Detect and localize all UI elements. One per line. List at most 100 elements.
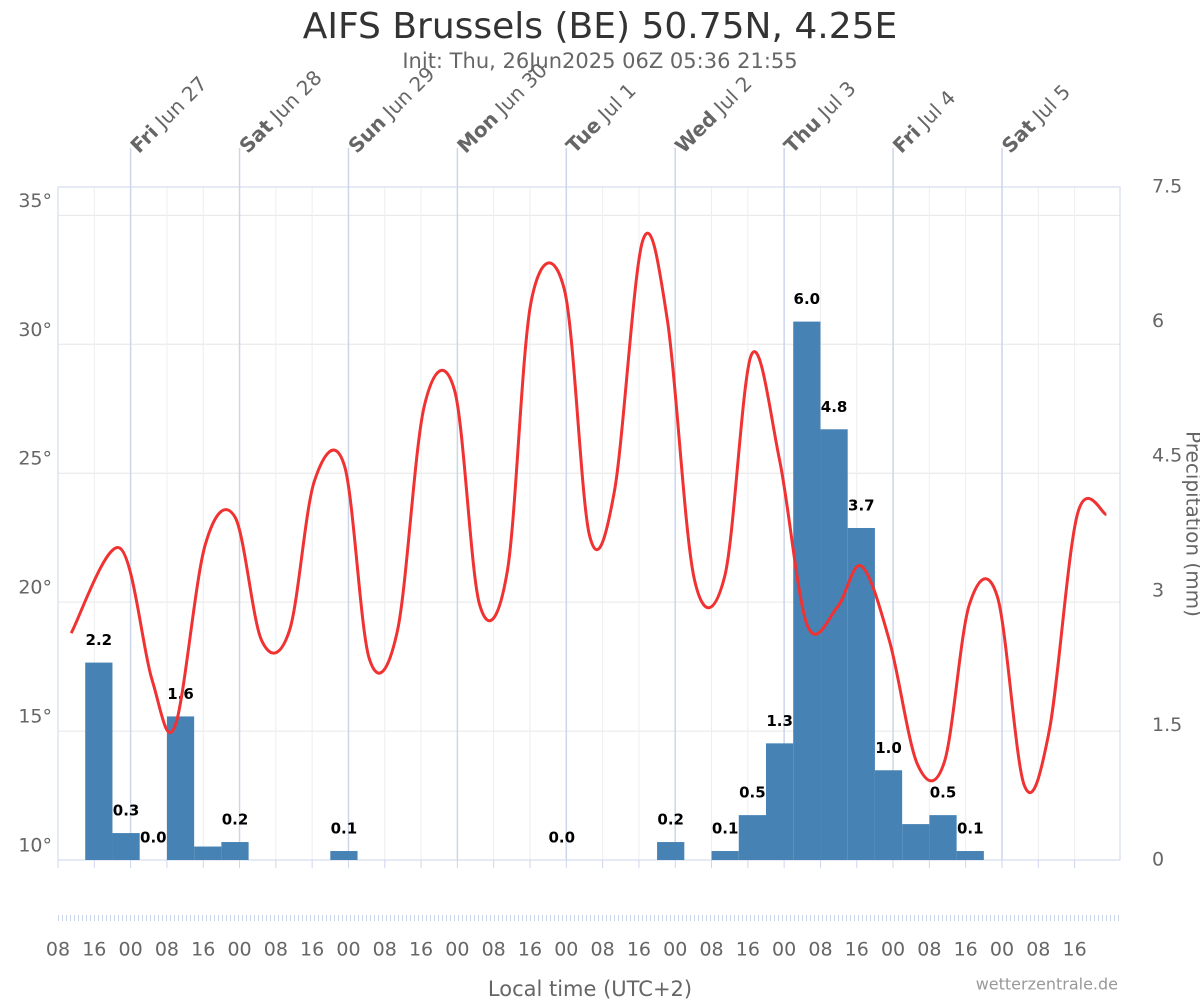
day-label: TueJul 1 bbox=[561, 78, 641, 158]
x-tick-label: 16 bbox=[954, 939, 978, 961]
x-tick-label: 00 bbox=[336, 939, 360, 961]
data-label: 0.0 bbox=[548, 829, 575, 847]
x-tick-label: 08 bbox=[482, 939, 506, 961]
x-tick-label: 16 bbox=[191, 939, 215, 961]
x-tick-label: 16 bbox=[82, 939, 106, 961]
precip-bar bbox=[167, 716, 194, 860]
chart-subtitle: Init: Thu, 26Jun2025 06Z 05:36 21:55 bbox=[402, 49, 797, 73]
weekday: Mon bbox=[452, 107, 503, 158]
data-label: 0.1 bbox=[331, 820, 358, 838]
date: Jun 28 bbox=[263, 65, 326, 128]
precip-bar bbox=[793, 322, 820, 860]
date: Jul 4 bbox=[911, 85, 960, 134]
precip-bar bbox=[194, 847, 221, 860]
precip-bar bbox=[957, 851, 984, 860]
data-label: 0.1 bbox=[712, 820, 739, 838]
x-tick-label: 08 bbox=[1026, 939, 1050, 961]
data-label: 0.5 bbox=[739, 784, 766, 802]
x-axis-label: Local time (UTC+2) bbox=[488, 977, 692, 1000]
x-tick-label: 08 bbox=[591, 939, 615, 961]
chart-title: AIFS Brussels (BE) 50.75N, 4.25E bbox=[303, 6, 898, 47]
precip-bar bbox=[112, 833, 139, 860]
x-tick-label: 16 bbox=[845, 939, 869, 961]
x-tick-label: 08 bbox=[264, 939, 288, 961]
x-tick-label: 00 bbox=[445, 939, 469, 961]
x-tick-label: 00 bbox=[663, 939, 687, 961]
precip-bar bbox=[902, 824, 929, 860]
data-label: 0.2 bbox=[222, 811, 249, 829]
x-tick-label: 16 bbox=[409, 939, 433, 961]
y-tick-label: 25° bbox=[18, 448, 52, 470]
day-label: SunJun 29 bbox=[343, 61, 439, 157]
data-label: 0.3 bbox=[113, 802, 140, 820]
data-label: 1.3 bbox=[766, 712, 793, 730]
y-tick-label: 10° bbox=[18, 835, 52, 857]
day-label: FriJul 4 bbox=[888, 85, 960, 157]
precip-bar bbox=[875, 770, 902, 860]
weekday: Tue bbox=[561, 113, 606, 158]
y2-tick-label: 4.5 bbox=[1152, 445, 1182, 467]
weekday: Sat bbox=[996, 114, 1040, 158]
precip-bar bbox=[712, 851, 739, 860]
precip-bar bbox=[657, 842, 684, 860]
data-label: 1.0 bbox=[875, 739, 902, 757]
plot-frame bbox=[58, 187, 1120, 860]
day-label: SatJul 5 bbox=[996, 79, 1074, 157]
precip-bar bbox=[929, 815, 956, 860]
date: Jul 2 bbox=[707, 71, 756, 120]
data-label: 4.8 bbox=[821, 398, 848, 416]
y2-tick-label: 1.5 bbox=[1152, 714, 1182, 736]
precip-bar bbox=[766, 743, 793, 860]
precip-bar bbox=[221, 842, 248, 860]
data-label: 0.5 bbox=[930, 784, 957, 802]
y2-axis-label: Precipitation (mm) bbox=[1182, 431, 1200, 617]
y-tick-label: 30° bbox=[18, 319, 52, 341]
x-tick-label: 00 bbox=[772, 939, 796, 961]
x-tick-label: 00 bbox=[119, 939, 143, 961]
y2-tick-label: 0 bbox=[1152, 849, 1164, 871]
y-tick-label: 20° bbox=[18, 577, 52, 599]
x-tick-label: 16 bbox=[1063, 939, 1087, 961]
date: Jul 3 bbox=[811, 76, 860, 125]
data-label: 3.7 bbox=[848, 496, 875, 514]
weekday: Sun bbox=[343, 110, 390, 157]
x-tick-label: 08 bbox=[46, 939, 70, 961]
x-tick-label: 16 bbox=[300, 939, 324, 961]
x-tick-label: 16 bbox=[627, 939, 651, 961]
day-label: ThuJul 3 bbox=[779, 76, 861, 158]
x-tick-label: 08 bbox=[155, 939, 179, 961]
y-tick-label: 15° bbox=[18, 706, 52, 728]
data-label: 0.1 bbox=[957, 820, 984, 838]
day-label: SatJun 28 bbox=[234, 65, 326, 157]
temperature-line bbox=[71, 233, 1106, 792]
precip-bar bbox=[330, 851, 357, 860]
x-tick-label: 16 bbox=[518, 939, 542, 961]
data-label: 2.2 bbox=[86, 631, 113, 649]
x-tick-label: 00 bbox=[881, 939, 905, 961]
x-tick-label: 00 bbox=[227, 939, 251, 961]
precip-bar bbox=[85, 663, 112, 860]
y2-tick-label: 7.5 bbox=[1152, 176, 1182, 198]
weekday: Wed bbox=[670, 106, 722, 158]
credit: wetterzentrale.de bbox=[976, 975, 1118, 994]
data-label: 6.0 bbox=[794, 290, 821, 308]
date: Jul 1 bbox=[591, 78, 640, 127]
data-label: 0.2 bbox=[657, 811, 684, 829]
x-tick-label: 08 bbox=[808, 939, 832, 961]
x-tick-label: 16 bbox=[736, 939, 760, 961]
day-label: WedJul 2 bbox=[670, 71, 757, 158]
date: Jun 27 bbox=[148, 71, 211, 134]
x-tick-label: 08 bbox=[917, 939, 941, 961]
weekday: Sat bbox=[234, 114, 278, 158]
y-tick-label: 35° bbox=[18, 190, 52, 212]
y2-tick-label: 3 bbox=[1152, 579, 1164, 601]
weekday: Thu bbox=[779, 111, 826, 158]
precip-bar bbox=[739, 815, 766, 860]
date: Jul 5 bbox=[1026, 79, 1075, 128]
x-tick-label: 00 bbox=[554, 939, 578, 961]
precip-bar bbox=[820, 429, 847, 860]
y2-tick-label: 6 bbox=[1152, 310, 1164, 332]
x-tick-label: 00 bbox=[990, 939, 1014, 961]
data-label: 0.0 bbox=[140, 829, 167, 847]
